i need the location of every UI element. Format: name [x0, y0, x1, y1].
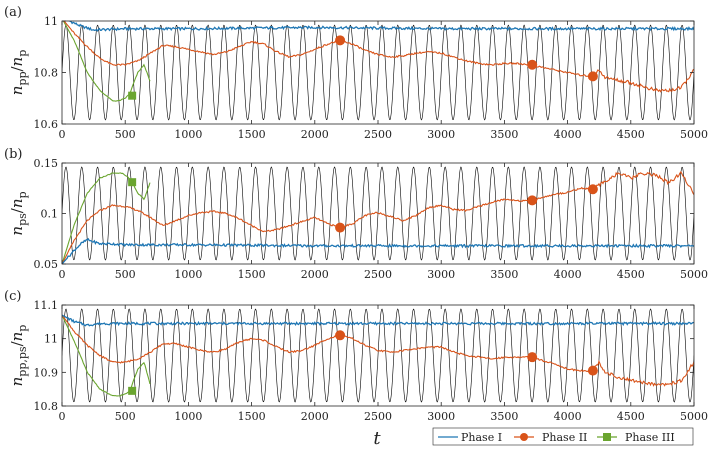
chart-panel-1: 0 500 1000 1500 2000 2500 3000 3500 4000 4500 5000…: [4, 5, 708, 141]
phase-ii-marker: [335, 222, 346, 233]
x-tick-label: 2500: [364, 268, 392, 281]
y-tick-label: 11.1: [34, 299, 59, 312]
x-tick-label: 500: [115, 128, 136, 141]
x-tick-label: 4000: [554, 410, 582, 423]
series-phase-iii-line: [62, 21, 151, 102]
panel-label: (c): [4, 289, 21, 304]
plot-area: [62, 21, 694, 121]
x-tick-label: 2500: [364, 410, 392, 423]
x-tick-label: 1000: [174, 268, 202, 281]
x-tick-label: 0: [59, 128, 66, 141]
phase-ii-marker: [335, 330, 346, 341]
legend-marker-square: [603, 433, 611, 441]
x-tick-label: 2000: [301, 128, 329, 141]
phase-ii-marker: [527, 59, 538, 70]
x-tick-label: 4000: [554, 128, 582, 141]
legend-marker-circle: [520, 433, 528, 441]
x-tick-label: 1500: [238, 268, 266, 281]
y-tick-label: 10.8: [34, 400, 59, 413]
phase-ii-marker: [335, 35, 346, 46]
y-axis-label: npp,ps/np: [8, 325, 29, 387]
x-tick-label: 1000: [174, 128, 202, 141]
x-tick-label: 3500: [490, 268, 518, 281]
x-tick-label: 2500: [364, 128, 392, 141]
x-tick-label: 3500: [490, 410, 518, 423]
x-tick-label: 2000: [301, 268, 329, 281]
series-phase-i-line: [62, 314, 694, 327]
x-tick-label: 1500: [238, 128, 266, 141]
chart-panel-2: 0 500 1000 1500 2000 2500 3000 3500 4000 4500 5000…: [4, 147, 708, 281]
x-tick-label: 0: [59, 268, 66, 281]
series-phase-i-line: [62, 237, 694, 264]
phase-iii-marker: [128, 386, 137, 395]
x-tick-label: 4500: [617, 268, 645, 281]
y-tick-label: 11: [44, 15, 58, 28]
x-tick-label: 4500: [617, 128, 645, 141]
x-tick-label: 2000: [301, 410, 329, 423]
x-tick-label: 3500: [490, 128, 518, 141]
phase-iii-marker: [128, 178, 137, 187]
series-drive-line: [62, 308, 694, 403]
phase-ii-marker: [587, 365, 598, 376]
y-tick-label: 10.8: [34, 67, 59, 80]
x-tick-label: 3000: [427, 410, 455, 423]
x-tick-label: 5000: [680, 410, 708, 423]
phase-ii-marker: [527, 352, 538, 363]
x-tick-label: 4000: [554, 268, 582, 281]
x-tick-label: 4500: [617, 410, 645, 423]
phase-ii-marker: [527, 195, 538, 206]
y-axis-label: nps/np: [8, 191, 29, 235]
series-drive-line: [62, 24, 694, 121]
x-tick-label: 500: [115, 410, 136, 423]
x-tick-label: 1000: [174, 410, 202, 423]
legend-label-2: Phase II: [542, 431, 587, 444]
y-tick-label: 0.05: [34, 258, 59, 271]
y-tick-label: 0.15: [34, 157, 59, 170]
legend: Phase I Phase II Phase III: [432, 427, 694, 446]
y-tick-label: 10.9: [34, 366, 59, 379]
y-tick-label: 0.1: [41, 208, 59, 221]
x-tick-label: 5000: [680, 268, 708, 281]
legend-box: [432, 427, 694, 446]
phase-ii-marker: [587, 71, 598, 82]
x-tick-label: 0: [59, 410, 66, 423]
series-phase-i-line: [68, 21, 694, 32]
chart-panel-3: 0 500 1000 1500 2000 2500 3000 3500 4000 4500 5000…: [4, 289, 708, 449]
y-tick-label: 10.6: [34, 118, 59, 131]
x-tick-label: 1500: [238, 410, 266, 423]
panel-label: (b): [4, 147, 22, 162]
x-axis-label: t: [373, 428, 381, 449]
phase-ii-marker: [587, 184, 598, 195]
plot-area: [62, 308, 694, 403]
legend-label-1: Phase I: [461, 431, 502, 444]
x-tick-label: 5000: [680, 128, 708, 141]
series-phase-iii-line: [62, 314, 151, 397]
panel-label: (a): [4, 5, 22, 20]
y-axis-label: npp/np: [8, 50, 29, 96]
series-phase-iii-line: [62, 172, 151, 264]
phase-iii-marker: [128, 91, 137, 100]
x-tick-label: 500: [115, 268, 136, 281]
plot-area: [62, 166, 694, 264]
legend-label-3: Phase III: [625, 431, 675, 444]
x-tick-label: 3000: [427, 268, 455, 281]
y-tick-label: 11: [44, 333, 58, 346]
x-tick-label: 3000: [427, 128, 455, 141]
